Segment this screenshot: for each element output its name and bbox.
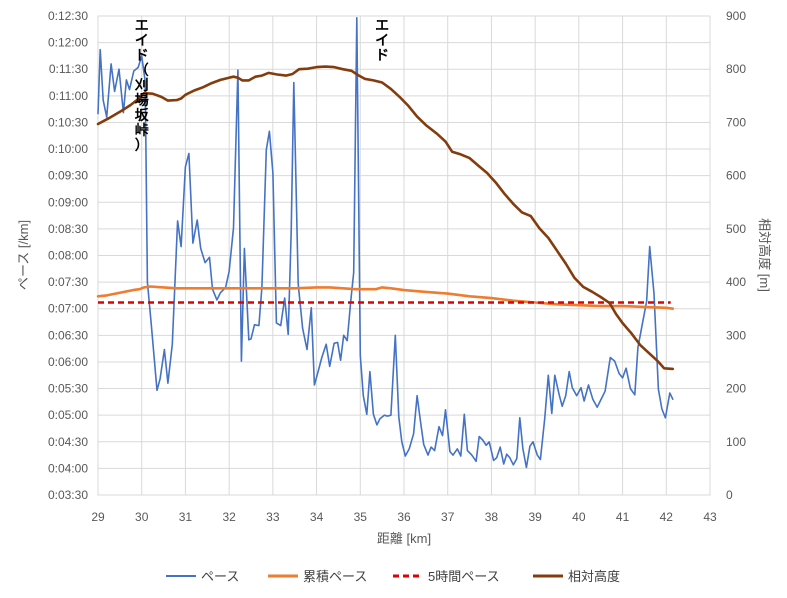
series-line-4	[96, 65, 675, 371]
y-right-tick-label: 300	[726, 328, 746, 342]
legend: ペース 累積ペース 5時間ペース 相対高度	[166, 569, 620, 584]
x-tick-label: 39	[528, 510, 542, 524]
y-right-axis-title: 相対高度 [m]	[757, 218, 772, 292]
legend-label-3: 5時間ペース	[428, 569, 500, 584]
y-left-tick-label: 0:05:00	[48, 408, 88, 422]
y-left-tick-label: 0:05:30	[48, 382, 88, 396]
x-tick-label: 43	[703, 510, 717, 524]
y-right-tick-labels: 0 100 200 300 400 500 600 700 800 900	[726, 9, 746, 502]
series-line-2	[96, 285, 675, 311]
legend-label-2: 累積ペース	[303, 569, 367, 584]
y-left-tick-label: 0:11:30	[49, 62, 88, 76]
x-tick-label: 35	[354, 510, 368, 524]
annotation-label: エイド	[375, 18, 389, 64]
y-left-tick-label: 0:09:00	[48, 195, 88, 209]
y-left-axis-title: ペース [/km]	[16, 220, 31, 290]
x-tick-label: 34	[310, 510, 324, 524]
x-tick-label: 32	[222, 510, 236, 524]
y-left-tick-label: 0:06:30	[48, 328, 88, 342]
x-tick-label: 37	[441, 510, 455, 524]
annotation-label: エイド（刈場坂峠）	[135, 18, 150, 154]
y-left-tick-label: 0:10:30	[48, 115, 88, 129]
y-left-tick-labels: 0:03:30 0:04:00 0:04:30 0:05:00 0:05:30 0:06:…	[48, 9, 88, 502]
x-tick-labels: 29 30 31 32 33 34 35 36 37 38 39 40 41 42 43	[91, 510, 717, 524]
plot-area-border	[97, 15, 711, 496]
x-tick-label: 42	[660, 510, 674, 524]
x-tick-label: 31	[179, 510, 193, 524]
x-tick-label: 30	[135, 510, 149, 524]
y-right-tick-label: 800	[726, 62, 746, 76]
x-tick-label: 40	[572, 510, 586, 524]
y-left-tick-label: 0:04:00	[48, 461, 88, 475]
x-axis-title: 距離 [km]	[377, 531, 431, 546]
y-right-tick-label: 700	[726, 115, 746, 129]
y-left-tick-label: 0:07:30	[48, 275, 88, 289]
y-left-tick-label: 0:08:00	[48, 249, 88, 263]
y-right-tick-label: 400	[726, 275, 746, 289]
y-right-tick-label: 200	[726, 382, 746, 396]
y-left-tick-label: 0:10:00	[48, 142, 88, 156]
x-tick-label: 29	[91, 510, 105, 524]
y-left-tick-label: 0:12:00	[48, 36, 88, 50]
y-left-tick-label: 0:12:30	[48, 9, 88, 23]
x-tick-label: 41	[616, 510, 630, 524]
y-left-tick-label: 0:11:00	[49, 89, 88, 103]
legend-label-4: 相対高度	[568, 569, 620, 584]
series-line-1	[97, 16, 674, 469]
legend-label-1: ペース	[201, 569, 239, 584]
x-tick-label: 36	[397, 510, 411, 524]
y-right-tick-label: 0	[726, 488, 733, 502]
y-right-tick-label: 900	[726, 9, 746, 23]
y-left-tick-label: 0:08:30	[48, 222, 88, 236]
y-left-tick-label: 0:03:30	[48, 488, 88, 502]
y-right-tick-label: 600	[726, 169, 746, 183]
annotation-layer: エイド（刈場坂峠） エイド	[135, 18, 389, 154]
y-left-tick-label: 0:09:30	[48, 169, 88, 183]
y-left-tick-label: 0:04:30	[48, 435, 88, 449]
x-tick-label: 38	[485, 510, 499, 524]
y-left-tick-label: 0:07:00	[48, 302, 88, 316]
y-right-tick-label: 100	[726, 435, 746, 449]
x-tick-label: 33	[266, 510, 280, 524]
y-left-tick-label: 0:06:00	[48, 355, 88, 369]
y-right-tick-label: 500	[726, 222, 746, 236]
series-layer	[96, 16, 675, 469]
